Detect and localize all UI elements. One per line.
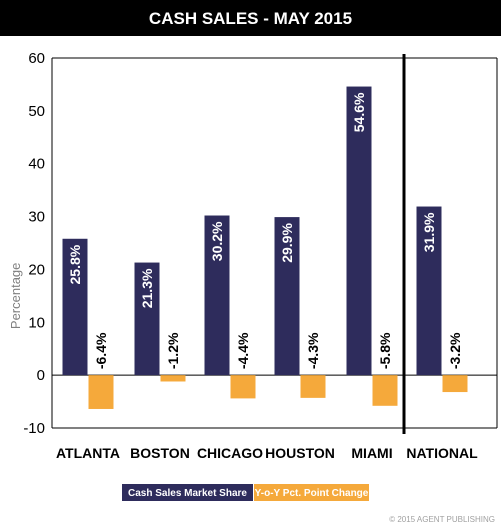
- y-tick-label: 50: [28, 103, 45, 120]
- y-axis-ticks: 60 50 40 30 20 10 0 -10: [23, 50, 45, 437]
- bar-yoy-change: [160, 375, 186, 382]
- category-label: ATLANTA: [56, 445, 120, 461]
- chart-title: CASH SALES - MAY 2015: [149, 9, 352, 28]
- data-label-yoy-change: -5.8%: [377, 332, 393, 369]
- bar-market-share: [346, 86, 372, 376]
- bar-market-share: [134, 262, 160, 376]
- data-label-market-share: 31.9%: [421, 212, 437, 252]
- y-axis-label: Percentage: [8, 263, 23, 330]
- category-label: BOSTON: [130, 445, 190, 461]
- title-bar: [0, 0, 501, 36]
- copyright-text: © 2015 AGENT PUBLISHING: [389, 515, 495, 524]
- data-label-yoy-change: -4.4%: [235, 332, 251, 369]
- bar-market-share: [62, 238, 88, 376]
- bar-yoy-change: [88, 375, 114, 409]
- legend-item-yoy-change: [254, 484, 369, 501]
- bars-group: 25.8% -6.4% 21.3% -1.2% 30.2% -4.4% 29.9% -4.3%…: [62, 86, 468, 409]
- data-label-yoy-change: -6.4%: [93, 332, 109, 369]
- category-label: NATIONAL: [406, 445, 478, 461]
- y-tick-label: -10: [23, 420, 45, 437]
- legend-label-yoy-change: Y-o-Y Pct. Point Change: [255, 488, 369, 499]
- plot-area: 60 50 40 30 20 10 0 -10 25.8% -6.4% 21.3% -1.2% 30.…: [23, 50, 498, 461]
- bar-yoy-change: [230, 375, 256, 399]
- bar-yoy-change: [300, 375, 326, 398]
- data-label-yoy-change: -4.3%: [305, 332, 321, 369]
- y-tick-label: 0: [37, 367, 45, 384]
- bar-market-share: [204, 215, 230, 376]
- legend-item-market-share: [122, 484, 253, 501]
- y-tick-label: 40: [28, 156, 45, 173]
- y-tick-label: 60: [28, 50, 45, 67]
- data-label-market-share: 30.2%: [209, 221, 225, 261]
- legend: Cash Sales Market Share Y-o-Y Pct. Point…: [122, 484, 369, 501]
- category-label: MIAMI: [351, 445, 392, 461]
- category-label: HOUSTON: [265, 445, 335, 461]
- category-labels: ATLANTA BOSTON CHICAGO HOUSTON MIAMI NATIONAL: [56, 445, 478, 461]
- data-label-market-share: 29.9%: [279, 223, 295, 263]
- bar-market-share: [416, 206, 442, 376]
- data-label-market-share: 54.6%: [351, 92, 367, 132]
- bar-yoy-change: [442, 375, 468, 393]
- data-label-yoy-change: -1.2%: [165, 332, 181, 369]
- bar-yoy-change: [372, 375, 398, 406]
- category-label: CHICAGO: [197, 445, 263, 461]
- bar-market-share: [274, 217, 300, 376]
- y-tick-label: 30: [28, 209, 45, 226]
- data-label-market-share: 25.8%: [67, 244, 83, 284]
- y-tick-label: 10: [28, 314, 45, 331]
- data-label-yoy-change: -3.2%: [447, 332, 463, 369]
- legend-label-market-share: Cash Sales Market Share: [128, 488, 247, 499]
- data-label-market-share: 21.3%: [139, 268, 155, 308]
- y-tick-label: 20: [28, 261, 45, 278]
